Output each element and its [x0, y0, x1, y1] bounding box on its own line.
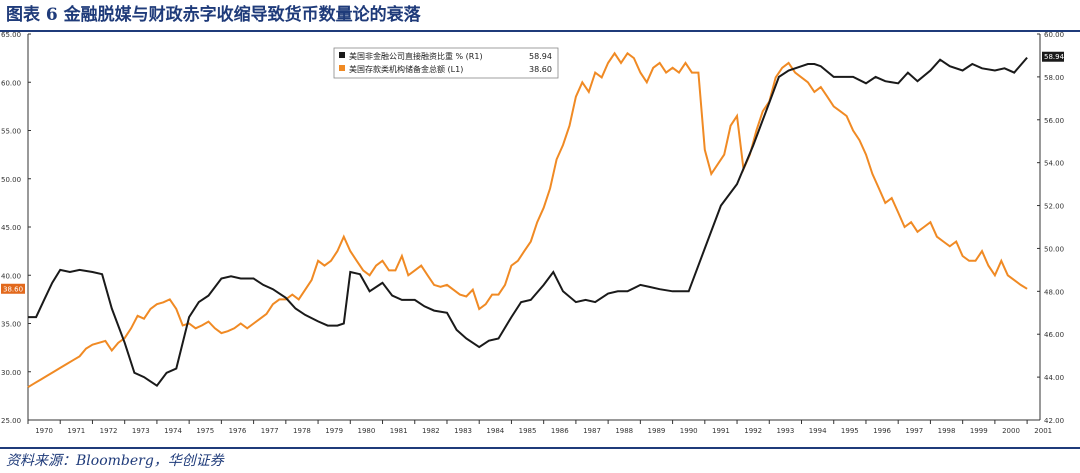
right-tick-label: 54.00 — [1044, 160, 1064, 168]
legend-swatch-direct-financing — [339, 52, 345, 58]
x-tick-label: 1999 — [970, 427, 988, 435]
legend: 美国非金融公司直接融资比重 % (R1) 58.94 美国存款类机构储备金总额 … — [333, 47, 559, 79]
right-tick-label: 48.00 — [1044, 288, 1064, 296]
right-tick-label: 42.00 — [1044, 417, 1064, 425]
right-end-label-value: 58.94 — [1044, 53, 1065, 61]
legend-label-direct-financing: 美国非金融公司直接融资比重 % (R1) — [349, 51, 483, 61]
left-end-label-badge — [1, 283, 25, 294]
x-tick-label: 1979 — [325, 427, 343, 435]
title-rule — [0, 30, 1080, 32]
left-tick-label: 30.00 — [1, 369, 21, 377]
left-tick-label: 55.00 — [1, 128, 21, 136]
left-end-label: 38.60 — [1, 283, 25, 294]
right-tick-label: 58.00 — [1044, 74, 1064, 82]
right-tick-label: 46.00 — [1044, 331, 1064, 339]
x-tick-label: 1984 — [486, 427, 504, 435]
x-tick-label: 1987 — [583, 427, 601, 435]
right-end-label: 58.94 — [1042, 51, 1065, 62]
x-tick-label: 1983 — [454, 427, 472, 435]
x-tick-label: 2001 — [1034, 427, 1052, 435]
figure-title: 图表 6 金融脱媒与财政赤字收缩导致货币数量论的衰落 — [6, 5, 421, 25]
x-tick-label: 1978 — [293, 427, 311, 435]
x-tick-label: 1980 — [357, 427, 375, 435]
x-tick-label: 1989 — [648, 427, 666, 435]
x-tick-label: 1977 — [261, 427, 279, 435]
right-tick-label: 56.00 — [1044, 117, 1064, 125]
x-tick-label: 1974 — [164, 427, 182, 435]
x-tick-label: 1981 — [390, 427, 408, 435]
x-tick-label: 1975 — [196, 427, 214, 435]
line-chart: 25.00 30.00 35.00 40.00 45.00 50.00 55.00 60.00… — [0, 32, 1080, 447]
left-tick-label: 60.00 — [1, 79, 21, 87]
series-line-reserves — [27, 51, 1028, 389]
left-tick-label: 40.00 — [1, 272, 21, 280]
right-tick-label: 44.00 — [1044, 374, 1064, 382]
x-tick-label: 1994 — [809, 427, 827, 435]
x-tick-label: 1993 — [776, 427, 794, 435]
left-tick-label: 25.00 — [1, 417, 21, 425]
left-tick-label: 65.00 — [1, 32, 21, 39]
x-tick-label: 1997 — [905, 427, 923, 435]
x-tick-label: 1973 — [132, 427, 150, 435]
right-axis-ticks: 42.00 44.00 46.00 48.00 50.00 52.00 54.00 56.00… — [1037, 32, 1064, 425]
left-tick-label: 50.00 — [1, 176, 21, 184]
legend-label-reserves: 美国存款类机构储备金总额 (L1) — [349, 64, 463, 74]
x-tick-label: 1972 — [100, 427, 118, 435]
left-tick-label: 35.00 — [1, 321, 21, 329]
figure-source: 资料来源：Bloomberg，华创证券 — [6, 453, 224, 469]
x-tick-label: 1986 — [551, 427, 569, 435]
source-rule — [0, 447, 1080, 449]
x-tick-label: 2000 — [1002, 427, 1020, 435]
legend-swatch-reserves — [339, 65, 345, 71]
right-tick-label: 52.00 — [1044, 203, 1064, 211]
x-tick-label: 1988 — [615, 427, 633, 435]
x-axis-ticks: 1970 1971 1972 1973 1974 1975 1976 1977 1978 1979… — [27, 420, 1052, 435]
right-tick-label: 50.00 — [1044, 245, 1064, 253]
left-tick-label: 45.00 — [1, 224, 21, 232]
x-tick-label: 1992 — [744, 427, 762, 435]
left-axis-ticks: 25.00 30.00 35.00 40.00 45.00 50.00 55.00 60.00… — [1, 32, 31, 425]
series-line-direct-financing — [28, 56, 1028, 388]
x-tick-label: 1990 — [680, 427, 698, 435]
legend-value-direct-financing: 58.94 — [529, 52, 552, 61]
x-tick-label: 1976 — [229, 427, 247, 435]
x-tick-label: 1970 — [35, 427, 53, 435]
right-tick-label: 60.00 — [1044, 32, 1064, 39]
x-tick-label: 1991 — [712, 427, 730, 435]
x-tick-label: 1995 — [841, 427, 859, 435]
x-tick-label: 1971 — [67, 427, 85, 435]
x-tick-label: 1982 — [422, 427, 440, 435]
right-end-label-badge — [1042, 51, 1064, 62]
x-tick-label: 1998 — [938, 427, 956, 435]
legend-value-reserves: 38.60 — [529, 65, 552, 74]
x-tick-label: 1996 — [873, 427, 891, 435]
x-tick-label: 1985 — [519, 427, 537, 435]
left-end-label-value: 38.60 — [3, 285, 23, 293]
